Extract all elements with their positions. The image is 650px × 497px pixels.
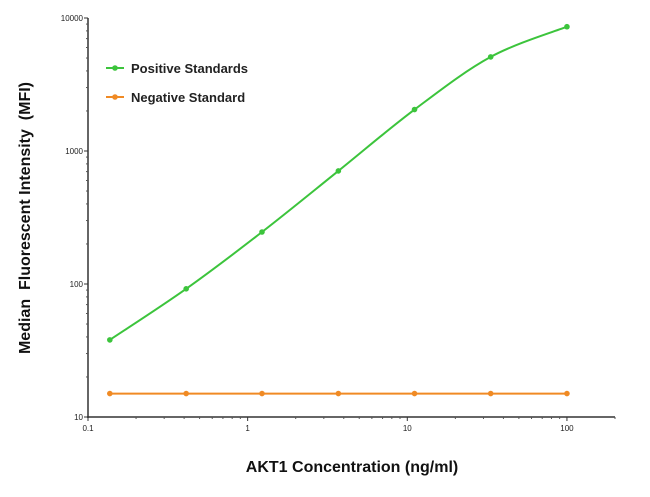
negative-standard-point — [564, 390, 570, 397]
legend: Positive Standards Negative Standard — [106, 61, 248, 105]
x-tick-label: 100 — [560, 424, 574, 433]
negative-standard-point — [335, 390, 342, 397]
legend-positive-standards-label: Positive Standards — [131, 61, 248, 76]
negative-standard-point — [259, 390, 265, 397]
positive-standards-point — [564, 23, 570, 30]
positive-standards-point — [183, 286, 189, 292]
legend-positive-standards-marker — [112, 65, 118, 71]
x-axis-label: AKT1 Concentration (ng/ml) — [246, 459, 458, 476]
legend-negative-standard-marker — [112, 94, 118, 100]
positive-standards-point — [335, 168, 342, 174]
negative-standard-point — [411, 390, 418, 397]
series-layer — [107, 23, 570, 397]
x-tick-label: 10 — [403, 424, 412, 433]
positive-standards-point — [487, 54, 494, 60]
y-tick-label: 1000 — [65, 147, 83, 156]
positive-standards-point — [107, 337, 113, 343]
y-tick-label: 100 — [70, 280, 84, 289]
x-tick-label: 1 — [245, 424, 250, 433]
legend-negative-standard-label: Negative Standard — [131, 90, 245, 105]
y-tick-label: 10000 — [61, 14, 84, 23]
x-tick-label: 0.1 — [82, 424, 94, 433]
axes: 10 100 1000 10000 0.1 1 10 100 — [61, 14, 616, 433]
y-axis-label: Median Fluorescent Intensity (MFI) — [17, 82, 34, 354]
positive-standards-point — [411, 106, 418, 113]
negative-standard-point — [107, 390, 113, 397]
negative-standard-point — [183, 390, 189, 397]
negative-standard-point — [487, 390, 494, 397]
y-tick-label: 10 — [74, 413, 83, 422]
positive-standards-point — [259, 229, 265, 235]
